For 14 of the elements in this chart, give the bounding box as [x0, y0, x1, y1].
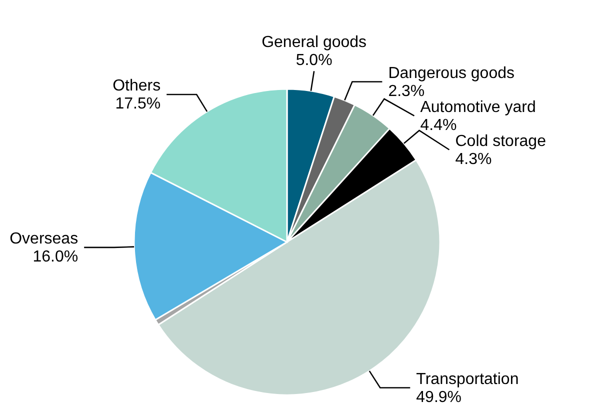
data-label: 4.3% — [455, 150, 492, 168]
slice-label: Automotive yard — [420, 98, 536, 116]
slice-label: Overseas — [10, 230, 78, 248]
data-label: 5.0% — [296, 52, 332, 70]
data-label: 17.5% — [115, 95, 161, 112]
slice-label: Transportation — [416, 370, 519, 388]
data-label: 49.9% — [416, 388, 462, 406]
slice-label: Cold storage — [455, 132, 546, 150]
slice-label: Others — [112, 77, 161, 94]
slice-label: General goods — [262, 34, 367, 52]
data-label: 16.0% — [32, 248, 78, 266]
data-label: 4.4% — [420, 116, 457, 134]
slice-label: Dangerous goods — [388, 64, 515, 82]
data-label: 2.3% — [388, 82, 425, 100]
